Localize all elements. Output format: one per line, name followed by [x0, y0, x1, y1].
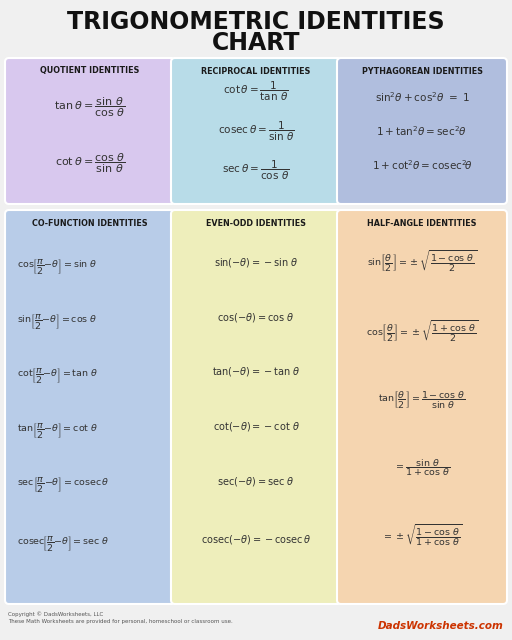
FancyBboxPatch shape — [171, 58, 341, 204]
Text: $\cot(-\theta) = -\cot\,\theta$: $\cot(-\theta) = -\cot\,\theta$ — [212, 420, 300, 433]
Text: DadsWorksheets.com: DadsWorksheets.com — [378, 621, 504, 631]
Text: $\mathrm{cosec}(-\theta) = -\mathrm{cosec}\,\theta$: $\mathrm{cosec}(-\theta) = -\mathrm{cose… — [201, 533, 311, 546]
Text: QUOTIENT IDENTITIES: QUOTIENT IDENTITIES — [40, 67, 140, 76]
Text: CHART: CHART — [212, 31, 300, 55]
Text: $\mathrm{tan}\,\theta = \dfrac{\sin\,\theta}{\cos\,\theta}$: $\mathrm{tan}\,\theta = \dfrac{\sin\,\th… — [54, 95, 126, 118]
Text: $\tan\!\left[\dfrac{\theta}{2}\right]= \dfrac{1-\cos\,\theta}{\sin\,\theta}$: $\tan\!\left[\dfrac{\theta}{2}\right]= \… — [378, 388, 466, 410]
FancyBboxPatch shape — [5, 210, 175, 604]
Text: $\mathrm{cosec}\,\theta = \dfrac{1}{\sin\,\theta}$: $\mathrm{cosec}\,\theta = \dfrac{1}{\sin… — [218, 120, 294, 143]
Text: $\tan\!\left[\dfrac{\pi}{2}{-}\theta\right]= \cot\,\theta$: $\tan\!\left[\dfrac{\pi}{2}{-}\theta\rig… — [17, 421, 98, 440]
Text: $\cos\!\left[\dfrac{\pi}{2}{-}\theta\right]= \sin\,\theta$: $\cos\!\left[\dfrac{\pi}{2}{-}\theta\rig… — [17, 257, 98, 276]
Text: $\tan(-\theta) = -\tan\,\theta$: $\tan(-\theta) = -\tan\,\theta$ — [211, 365, 301, 378]
Text: Copyright © DadsWorksheets, LLC
These Math Worksheets are provided for personal,: Copyright © DadsWorksheets, LLC These Ma… — [8, 612, 233, 625]
Text: CO-FUNCTION IDENTITIES: CO-FUNCTION IDENTITIES — [32, 218, 148, 227]
Text: $\sin\!\left[\dfrac{\theta}{2}\right]= \pm\sqrt{\dfrac{1-\cos\,\theta}{2}}$: $\sin\!\left[\dfrac{\theta}{2}\right]= \… — [367, 248, 477, 273]
Text: $\sin^{2}\!\theta + \cos^{2}\!\theta\ =\ 1$: $\sin^{2}\!\theta + \cos^{2}\!\theta\ =\… — [375, 90, 470, 104]
Text: HALF-ANGLE IDENTITIES: HALF-ANGLE IDENTITIES — [367, 218, 477, 227]
FancyBboxPatch shape — [337, 58, 507, 204]
Text: RECIPROCAL IDENTITIES: RECIPROCAL IDENTITIES — [201, 67, 311, 76]
Text: TRIGONOMETRIC IDENTITIES: TRIGONOMETRIC IDENTITIES — [67, 10, 445, 34]
Text: PYTHAGOREAN IDENTITIES: PYTHAGOREAN IDENTITIES — [361, 67, 482, 76]
Text: $\mathrm{cot}\,\theta = \dfrac{1}{\tan\,\theta}$: $\mathrm{cot}\,\theta = \dfrac{1}{\tan\,… — [223, 79, 289, 103]
FancyBboxPatch shape — [5, 58, 175, 204]
Text: EVEN-ODD IDENTITIES: EVEN-ODD IDENTITIES — [206, 218, 306, 227]
Text: $\mathrm{cot}\,\theta = \dfrac{\cos\,\theta}{\sin\,\theta}$: $\mathrm{cot}\,\theta = \dfrac{\cos\,\th… — [55, 152, 125, 175]
Text: $\sec\!\left[\dfrac{\pi}{2}{-}\theta\right]= \mathrm{cosec}\,\theta$: $\sec\!\left[\dfrac{\pi}{2}{-}\theta\rig… — [17, 476, 110, 495]
Text: $\cot\!\left[\dfrac{\pi}{2}{-}\theta\right]= \tan\,\theta$: $\cot\!\left[\dfrac{\pi}{2}{-}\theta\rig… — [17, 366, 98, 385]
Text: $\sin(-\theta) = -\sin\,\theta$: $\sin(-\theta) = -\sin\,\theta$ — [214, 256, 298, 269]
Text: $= \dfrac{\sin\,\theta}{1+\cos\,\theta}$: $= \dfrac{\sin\,\theta}{1+\cos\,\theta}$ — [394, 457, 450, 478]
Text: $\sin\!\left[\dfrac{\pi}{2}{-}\theta\right]= \cos\,\theta$: $\sin\!\left[\dfrac{\pi}{2}{-}\theta\rig… — [17, 312, 98, 331]
FancyBboxPatch shape — [337, 210, 507, 604]
FancyBboxPatch shape — [171, 210, 341, 604]
Text: $\mathrm{cosec}\!\left[\dfrac{\pi}{2}{-}\theta\right]= \sec\,\theta$: $\mathrm{cosec}\!\left[\dfrac{\pi}{2}{-}… — [17, 534, 110, 553]
Text: $1 + \tan^{2}\!\theta = \sec^{2}\!\theta$: $1 + \tan^{2}\!\theta = \sec^{2}\!\theta… — [376, 124, 467, 138]
Text: $\cos(-\theta) = \cos\,\theta$: $\cos(-\theta) = \cos\,\theta$ — [217, 311, 295, 324]
Text: $= \pm\sqrt{\dfrac{1-\cos\,\theta}{1+\cos\,\theta}}$: $= \pm\sqrt{\dfrac{1-\cos\,\theta}{1+\co… — [382, 523, 462, 548]
Text: $\sec(-\theta) = \sec\,\theta$: $\sec(-\theta) = \sec\,\theta$ — [217, 475, 295, 488]
Text: $\mathrm{sec}\,\theta = \dfrac{1}{\cos\,\theta}$: $\mathrm{sec}\,\theta = \dfrac{1}{\cos\,… — [222, 159, 290, 182]
Text: $\cos\!\left[\dfrac{\theta}{2}\right]= \pm\sqrt{\dfrac{1+\cos\,\theta}{2}}$: $\cos\!\left[\dfrac{\theta}{2}\right]= \… — [366, 318, 478, 344]
Text: $1 + \cot^{2}\!\theta = \mathrm{cosec}^{2}\!\theta$: $1 + \cot^{2}\!\theta = \mathrm{cosec}^{… — [372, 158, 472, 172]
